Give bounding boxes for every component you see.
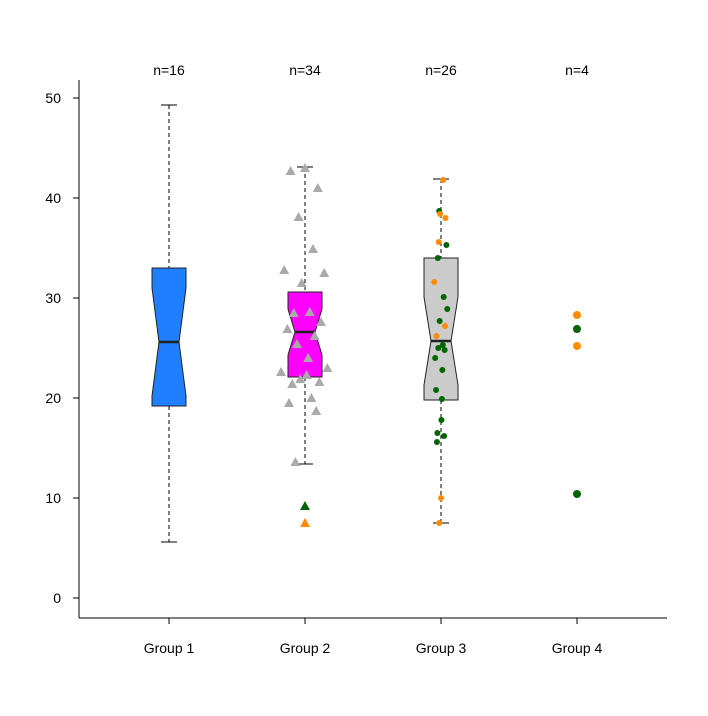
circle-point (573, 490, 581, 498)
triangle-point (295, 374, 306, 383)
triangle-point (311, 406, 322, 415)
circle-point (432, 355, 439, 361)
triangle-point (306, 393, 317, 402)
circle-point (433, 333, 440, 339)
triangle-point (279, 265, 290, 274)
y-tick-label: 10 (45, 490, 61, 506)
circle-point (433, 439, 440, 445)
triangle-point (316, 317, 326, 326)
triangle-point (322, 363, 333, 372)
triangle-point (309, 331, 320, 340)
triangle-point (303, 353, 314, 362)
triangle-point (308, 244, 318, 253)
circle-point (441, 433, 448, 439)
y-tick-label: 20 (45, 390, 61, 406)
circle-point (434, 255, 441, 261)
notched-box (151, 267, 187, 407)
circle-point (443, 242, 450, 248)
triangle-point (300, 163, 310, 172)
circle-point (573, 325, 581, 333)
triangle-point (300, 501, 310, 510)
triangle-point (293, 212, 304, 221)
triangle-point (276, 367, 286, 376)
x-tick-label: Group 1 (144, 640, 195, 656)
circle-point (440, 177, 447, 183)
circle-point (438, 495, 444, 501)
circle-point (431, 279, 438, 285)
n-label: n=26 (425, 62, 457, 78)
circle-point (439, 367, 446, 373)
y-tick-label: 40 (45, 190, 61, 206)
circle-point (573, 311, 581, 319)
triangle-point (285, 166, 296, 175)
sample-size-labels: n=16 n=34 n=26 n=4 (153, 62, 589, 78)
circle-point (436, 318, 443, 324)
y-tick-label: 50 (45, 90, 61, 106)
notched-box (287, 291, 323, 378)
circle-point (441, 347, 448, 353)
x-tick-label: Group 4 (552, 640, 603, 656)
data-points (276, 163, 581, 527)
circle-point (444, 306, 451, 312)
triangle-point (304, 307, 315, 316)
circle-point (436, 520, 443, 526)
circle-point (442, 215, 449, 221)
triangle-point (282, 324, 293, 333)
circle-point (440, 294, 447, 300)
circle-point (438, 417, 445, 423)
triangle-point (292, 339, 302, 348)
n-label: n=4 (565, 62, 589, 78)
y-tick-label: 0 (53, 590, 61, 606)
y-axis: 0 10 20 30 40 50 (45, 80, 80, 618)
triangle-point (301, 370, 312, 379)
triangle-point (284, 398, 294, 407)
x-tick-label: Group 2 (280, 640, 331, 656)
circle-point (434, 430, 441, 436)
y-tick-label: 30 (45, 290, 61, 306)
circle-point (435, 239, 442, 245)
triangle-point (288, 308, 299, 317)
triangle-point (290, 457, 301, 466)
x-tick-label: Group 3 (416, 640, 467, 656)
triangle-point (296, 278, 307, 287)
boxes (151, 104, 459, 543)
circle-point (439, 342, 446, 348)
n-label: n=16 (153, 62, 185, 78)
circle-point (435, 345, 442, 351)
box-1 (151, 104, 187, 543)
triangle-point (287, 379, 298, 388)
circle-point (442, 323, 449, 329)
triangle-point (319, 268, 330, 277)
circle-point (433, 387, 440, 393)
circle-point (438, 396, 445, 402)
circle-point (437, 211, 444, 217)
triangle-point (300, 518, 310, 527)
x-axis: Group 1 Group 2 Group 3 Group 4 (79, 617, 667, 656)
triangle-point (314, 377, 325, 386)
n-label: n=34 (289, 62, 321, 78)
box-3 (423, 178, 459, 524)
circle-point (573, 342, 581, 350)
triangle-point (312, 183, 323, 192)
notched-box (423, 257, 459, 401)
